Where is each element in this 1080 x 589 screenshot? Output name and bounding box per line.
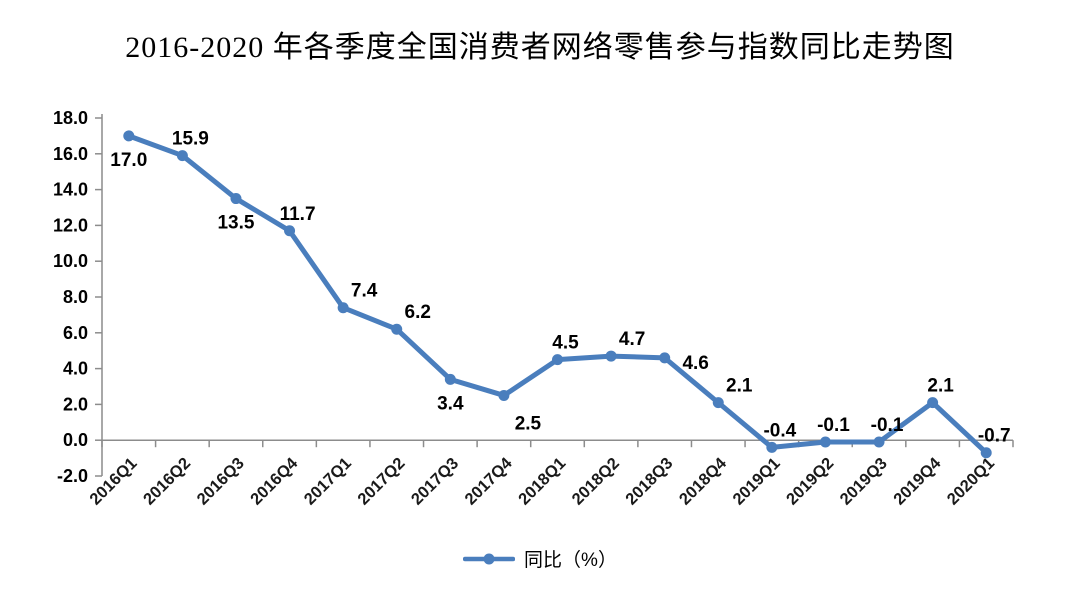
x-axis-tick-label: 2016Q4 — [247, 454, 302, 509]
data-label: 7.4 — [351, 281, 378, 302]
x-axis-tick-label: 2018Q2 — [569, 454, 623, 508]
data-label: 15.9 — [172, 129, 209, 150]
y-axis-tick-label: 14.0 — [53, 180, 88, 200]
data-point — [176, 150, 188, 162]
data-label: 2.1 — [927, 376, 954, 397]
data-point — [444, 373, 456, 385]
x-axis-tick-label: 2016Q2 — [140, 454, 194, 508]
data-label: 13.5 — [217, 213, 254, 234]
chart-title: 2016-2020 年各季度全国消费者网络零售参与指数同比走势图 — [125, 31, 955, 64]
x-axis-tick-label: 2019Q1 — [729, 454, 783, 508]
y-axis-tick-label: 16.0 — [53, 144, 88, 164]
data-point — [284, 225, 296, 237]
legend-line-marker-icon — [463, 553, 516, 564]
data-point — [498, 389, 510, 401]
data-point — [873, 436, 885, 448]
data-point — [819, 436, 831, 448]
data-point — [980, 447, 992, 459]
data-label: 4.6 — [682, 353, 708, 374]
x-axis-tick-label: 2017Q1 — [301, 454, 355, 508]
data-point — [230, 193, 242, 205]
x-axis-tick-label: 2019Q2 — [783, 454, 837, 508]
data-label: 11.7 — [280, 204, 316, 225]
legend-label: 同比（%） — [524, 550, 617, 571]
data-point — [391, 323, 403, 335]
data-label: 2.5 — [515, 413, 542, 434]
x-axis-tick-label: 2018Q3 — [622, 454, 676, 508]
data-point — [712, 397, 724, 409]
data-label: -0.7 — [978, 426, 1011, 447]
data-label: 6.2 — [405, 302, 431, 323]
data-point — [659, 352, 671, 364]
y-axis-tick-label: 18.0 — [53, 108, 88, 128]
y-axis-tick-label: 4.0 — [63, 359, 88, 379]
data-point — [123, 130, 135, 142]
legend: 同比（%） — [463, 545, 617, 572]
data-label: 2.1 — [726, 376, 753, 397]
data-point — [337, 302, 349, 314]
y-axis-tick-label: 12.0 — [53, 215, 88, 235]
data-label: 3.4 — [437, 393, 464, 414]
y-axis-tick-label: 0.0 — [63, 430, 88, 450]
x-axis-tick-label: 2018Q4 — [676, 454, 731, 509]
y-axis-tick-label: 10.0 — [53, 251, 88, 271]
x-axis-tick-label: 2016Q1 — [86, 454, 140, 508]
x-axis-tick-label: 2017Q2 — [354, 454, 408, 508]
x-axis-tick-label: 2017Q3 — [408, 454, 462, 508]
data-label: 4.7 — [619, 329, 645, 350]
y-axis-tick-label: 6.0 — [63, 323, 88, 343]
y-axis-tick-label: -2.0 — [57, 466, 88, 486]
y-axis-tick-label: 2.0 — [63, 394, 88, 414]
trend-line — [126, 133, 989, 456]
data-point — [605, 350, 617, 362]
data-label: 4.5 — [552, 333, 579, 354]
x-axis-tick-label: 2019Q3 — [837, 454, 891, 508]
data-label: -0.1 — [817, 415, 850, 436]
data-label: -0.4 — [763, 420, 796, 441]
data-label: -0.1 — [871, 415, 904, 436]
x-axis-tick-label: 2018Q1 — [515, 454, 569, 508]
y-axis-tick-label: 8.0 — [63, 287, 88, 307]
data-label: 17.0 — [110, 150, 147, 171]
x-axis-tick-label: 2017Q4 — [461, 454, 516, 509]
data-point — [766, 441, 778, 453]
data-point — [552, 354, 563, 366]
data-point — [927, 397, 939, 409]
x-axis-tick-label: 2016Q3 — [194, 454, 248, 508]
x-axis-tick-label: 2020Q1 — [944, 454, 998, 508]
x-axis-tick-label: 2019Q4 — [890, 454, 945, 509]
